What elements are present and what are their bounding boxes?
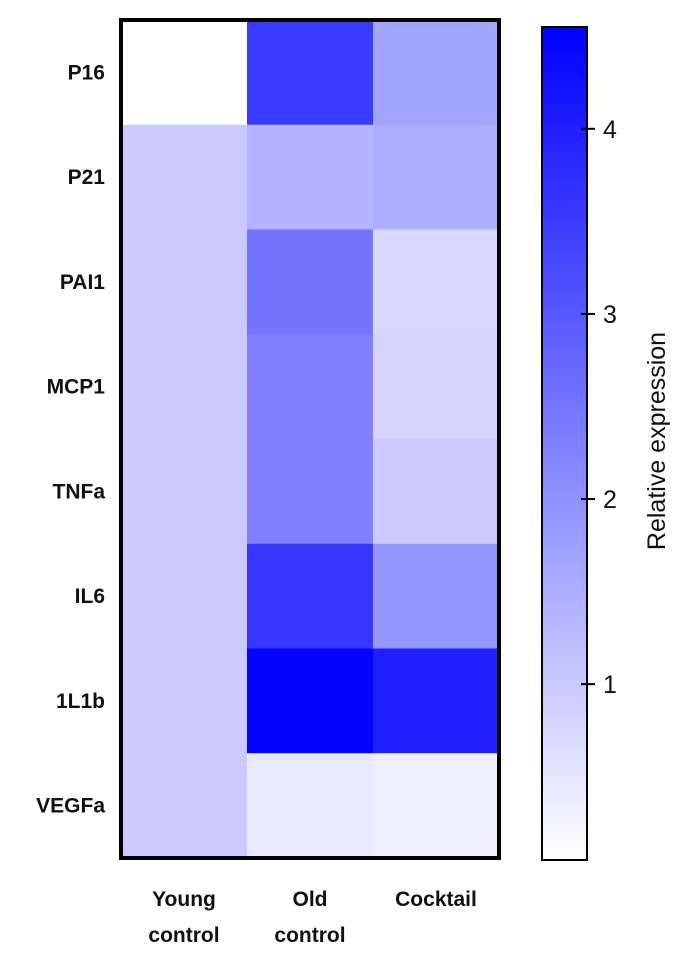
row-labels: P16 P21 PAI1 MCP1 TNFa IL6 1L1b VEGFa — [36, 61, 105, 817]
heatmap-cell — [247, 753, 374, 859]
heatmap-cell — [373, 229, 500, 335]
row-label: P16 — [68, 61, 105, 84]
row-label: PAI1 — [60, 271, 105, 294]
heatmap-cell — [373, 648, 500, 754]
heatmap-cell — [247, 229, 374, 335]
heatmap-cell — [247, 334, 374, 440]
heatmap-cell — [121, 124, 248, 230]
heatmap-cell — [121, 648, 248, 754]
row-label: MCP1 — [47, 376, 106, 399]
heatmap-cell — [247, 124, 374, 230]
colorbar-tick-label: 2 — [603, 486, 617, 514]
colorbar-title: Relative expression — [643, 332, 671, 550]
colorbar-tick-label: 4 — [603, 116, 617, 144]
colorbar-ticks: 1 2 3 4 — [581, 116, 617, 699]
heatmap-cell — [373, 20, 500, 126]
row-label: 1L1b — [56, 690, 105, 713]
colorbar — [541, 26, 588, 861]
heatmap-cell — [373, 439, 500, 545]
heatmap-cells — [121, 20, 500, 859]
heatmap-frame — [119, 18, 501, 860]
row-label: VEGFa — [36, 795, 105, 818]
row-label: P21 — [68, 166, 106, 189]
heatmap-cell — [373, 753, 500, 859]
column-label: Cocktail — [395, 888, 477, 911]
column-label: Young control — [148, 888, 219, 947]
heatmap-cell — [373, 543, 500, 649]
heatmap-cell — [373, 124, 500, 230]
heatmap-cell — [247, 439, 374, 545]
row-label: TNFa — [53, 480, 106, 503]
heatmap-cell — [121, 229, 248, 335]
heatmap-cell — [121, 439, 248, 545]
column-label: Old control — [274, 888, 345, 947]
colorbar-tick-label: 3 — [603, 301, 617, 329]
heatmap-cell — [247, 20, 374, 126]
heatmap-cell — [121, 334, 248, 440]
heatmap-cell — [247, 543, 374, 649]
colorbar-tick-label: 1 — [603, 671, 617, 699]
heatmap-cell — [373, 334, 500, 440]
heatmap-cell — [247, 648, 374, 754]
heatmap-cell — [121, 20, 248, 126]
heatmap-cell — [121, 753, 248, 859]
row-label: IL6 — [75, 585, 105, 608]
column-labels: Young control Old control Cocktail — [148, 888, 476, 947]
heatmap-cell — [121, 543, 248, 649]
